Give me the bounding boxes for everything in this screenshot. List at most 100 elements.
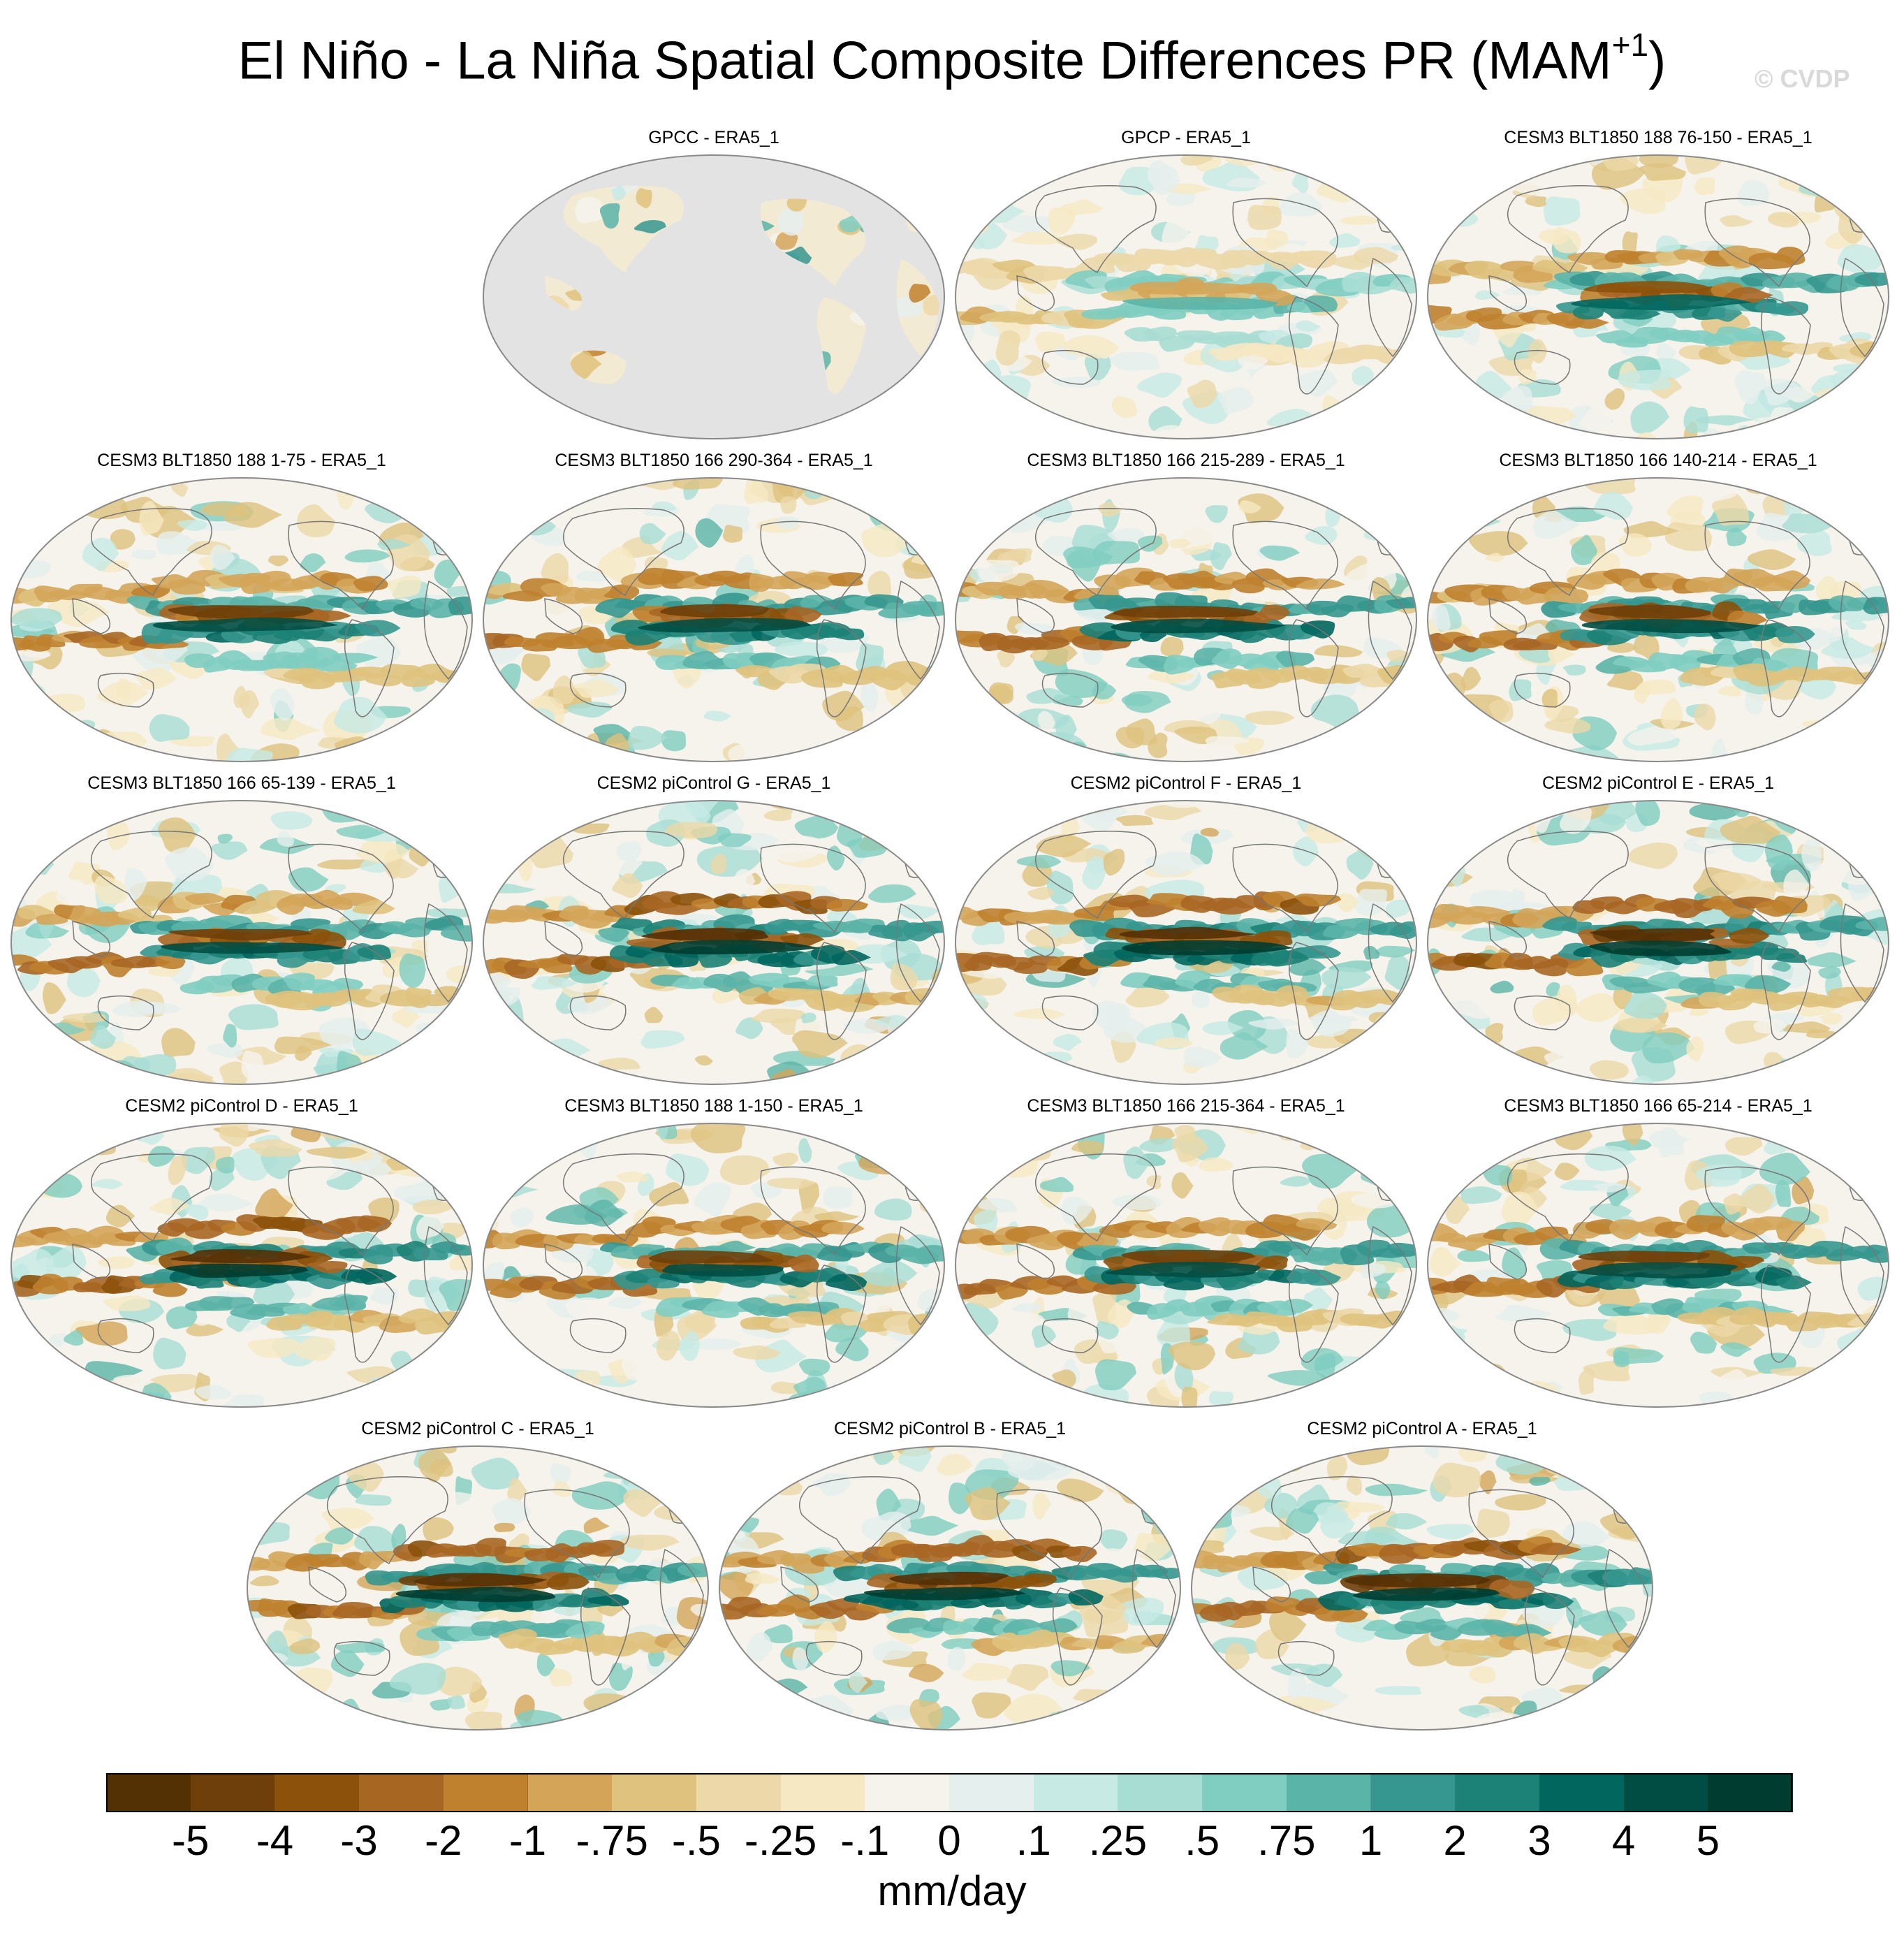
panel-title: CESM2 piControl C - ERA5_1 xyxy=(361,1419,594,1438)
colorbar-segment xyxy=(106,1773,191,1812)
colorbar-tick-label: 2 xyxy=(1443,1817,1467,1864)
colorbar-tick-label: -1 xyxy=(508,1817,547,1864)
colorbar-tick-label: -5 xyxy=(172,1817,210,1864)
colorbar-segment xyxy=(443,1773,529,1812)
colorbar-tick-label: -.25 xyxy=(744,1817,817,1864)
colorbar-segment xyxy=(527,1773,613,1812)
colorbar-tick-label: .75 xyxy=(1257,1817,1316,1864)
map-panel: CESM2 piControl C - ERA5_1 xyxy=(246,1417,710,1738)
map-panel: GPCP - ERA5_1 xyxy=(954,126,1418,447)
map-panel: CESM3 BLT1850 188 76-150 - ERA5_1 xyxy=(1426,126,1890,447)
colorbar xyxy=(106,1773,1793,1815)
colorbar-segment xyxy=(1286,1773,1372,1812)
colorbar-tick-label: .25 xyxy=(1088,1817,1148,1864)
map-outline xyxy=(483,800,945,1085)
map-panel: CESM3 BLT1850 166 215-364 - ERA5_1 xyxy=(954,1094,1418,1415)
map-globe xyxy=(247,1445,709,1731)
map-panel: CESM3 BLT1850 188 1-150 - ERA5_1 xyxy=(482,1094,946,1415)
panel-title: CESM3 BLT1850 166 140-214 - ERA5_1 xyxy=(1499,451,1817,470)
map-globe xyxy=(955,800,1417,1085)
map-panel: CESM2 piControl A - ERA5_1 xyxy=(1190,1417,1654,1738)
panel-title: CESM2 piControl F - ERA5_1 xyxy=(1070,773,1302,793)
title-close: ) xyxy=(1648,31,1667,91)
map-outline xyxy=(10,800,473,1085)
map-outline xyxy=(1191,1445,1653,1731)
colorbar-tick-label: -.5 xyxy=(671,1817,721,1864)
map-panel: CESM3 BLT1850 166 290-364 - ERA5_1 xyxy=(482,449,946,770)
panel-title: CESM3 BLT1850 166 290-364 - ERA5_1 xyxy=(555,451,873,470)
map-panel: CESM3 BLT1850 166 65-139 - ERA5_1 xyxy=(10,771,474,1093)
map-outline xyxy=(10,477,473,762)
colorbar-tick-label: 1 xyxy=(1359,1817,1383,1864)
colorbar-segment xyxy=(1202,1773,1287,1812)
map-globe xyxy=(1191,1445,1653,1731)
map-outline xyxy=(955,1123,1417,1408)
title-main: El Niño - La Niña Spatial Composite Diff… xyxy=(237,31,1612,91)
map-globe xyxy=(483,154,945,439)
colorbar-segment xyxy=(612,1773,697,1812)
map-globe xyxy=(1427,1123,1889,1408)
map-globe xyxy=(1427,800,1889,1085)
colorbar-tick-label: -4 xyxy=(256,1817,294,1864)
map-panel: CESM3 BLT1850 166 140-214 - ERA5_1 xyxy=(1426,449,1890,770)
map-panel: CESM2 piControl E - ERA5_1 xyxy=(1426,771,1890,1093)
panel-title: CESM3 BLT1850 166 215-364 - ERA5_1 xyxy=(1027,1096,1345,1116)
map-panel: CESM2 piControl G - ERA5_1 xyxy=(482,771,946,1093)
map-outline xyxy=(1427,477,1889,762)
map-panel: CESM2 piControl B - ERA5_1 xyxy=(718,1417,1182,1738)
colorbar-tick-label: -2 xyxy=(425,1817,462,1864)
map-globe xyxy=(483,800,945,1085)
map-panel: CESM2 piControl F - ERA5_1 xyxy=(954,771,1418,1093)
colorbar-tick-label: 5 xyxy=(1696,1817,1720,1864)
map-outline xyxy=(955,477,1417,762)
panel-title: CESM2 piControl A - ERA5_1 xyxy=(1307,1419,1537,1438)
map-globe xyxy=(955,477,1417,762)
panel-title: CESM3 BLT1850 188 1-150 - ERA5_1 xyxy=(564,1096,863,1116)
colorbar-tick-label: .5 xyxy=(1185,1817,1220,1864)
map-globe xyxy=(955,1123,1417,1408)
map-panel: GPCC - ERA5_1 xyxy=(482,126,946,447)
colorbar-segment xyxy=(780,1773,866,1812)
panel-title: CESM3 BLT1850 188 76-150 - ERA5_1 xyxy=(1504,128,1813,147)
map-panel: CESM3 BLT1850 166 215-289 - ERA5_1 xyxy=(954,449,1418,770)
colorbar-segment xyxy=(1370,1773,1456,1812)
colorbar-segment xyxy=(696,1773,782,1812)
panel-title: GPCC - ERA5_1 xyxy=(648,128,779,147)
map-globe xyxy=(1427,477,1889,762)
colorbar-segment xyxy=(190,1773,276,1812)
colorbar-segment xyxy=(1623,1773,1709,1812)
map-globe xyxy=(10,1123,473,1408)
map-outline xyxy=(1427,154,1889,439)
panel-title: CESM3 BLT1850 166 65-139 - ERA5_1 xyxy=(87,773,396,793)
panel-title: CESM3 BLT1850 188 1-75 - ERA5_1 xyxy=(97,451,386,470)
map-panel: CESM3 BLT1850 188 1-75 - ERA5_1 xyxy=(10,449,474,770)
map-globe xyxy=(1427,154,1889,439)
cvdp-watermark: © CVDP xyxy=(1755,64,1850,93)
colorbar-tick-label: -.75 xyxy=(576,1817,648,1864)
panel-title: CESM2 piControl G - ERA5_1 xyxy=(596,773,831,793)
colorbar-segment xyxy=(359,1773,444,1812)
colorbar-segment xyxy=(949,1773,1034,1812)
map-globe xyxy=(483,477,945,762)
map-globe xyxy=(719,1445,1181,1731)
map-outline xyxy=(1427,1123,1889,1408)
map-outline xyxy=(1427,800,1889,1085)
colorbar-tick-label: -.1 xyxy=(840,1817,890,1864)
panel-title: GPCP - ERA5_1 xyxy=(1121,128,1251,147)
map-panel: CESM3 BLT1850 166 65-214 - ERA5_1 xyxy=(1426,1094,1890,1415)
figure-title: El Niño - La Niña Spatial Composite Diff… xyxy=(0,15,1904,94)
colorbar-segment xyxy=(274,1773,360,1812)
map-outline xyxy=(483,154,945,439)
colorbar-units: mm/day xyxy=(877,1867,1027,1914)
colorbar-segment xyxy=(1118,1773,1203,1812)
colorbar-tick-label: .1 xyxy=(1016,1817,1051,1864)
map-outline xyxy=(719,1445,1181,1731)
panel-title: CESM2 piControl E - ERA5_1 xyxy=(1541,773,1775,793)
colorbar-segment xyxy=(1455,1773,1540,1812)
map-outline xyxy=(955,800,1417,1085)
map-outline xyxy=(10,1123,473,1408)
map-outline xyxy=(247,1445,709,1731)
map-outline xyxy=(955,154,1417,439)
panel-title: CESM3 BLT1850 166 65-214 - ERA5_1 xyxy=(1504,1096,1813,1116)
colorbar-segment xyxy=(1708,1773,1793,1812)
